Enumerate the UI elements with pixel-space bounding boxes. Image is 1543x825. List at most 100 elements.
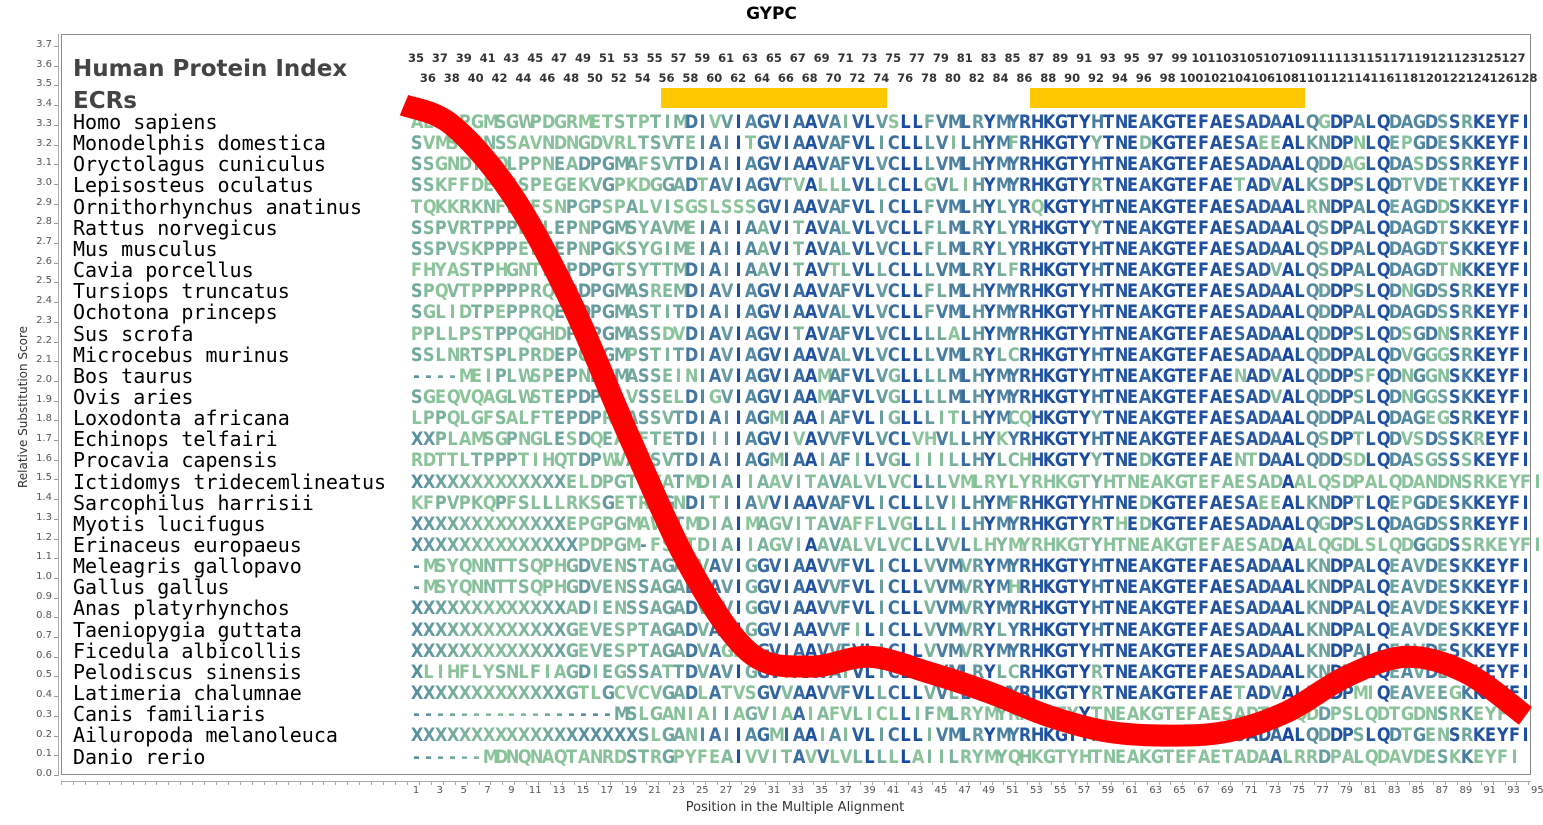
residue: Y xyxy=(1079,217,1091,239)
residue: L xyxy=(864,556,875,577)
residue: E xyxy=(1186,492,1197,514)
residue: K xyxy=(1461,492,1474,514)
residue: N xyxy=(1115,386,1129,408)
residue: S xyxy=(1437,154,1449,175)
residue: V xyxy=(697,661,710,683)
residue: A xyxy=(828,344,841,366)
residue: T xyxy=(673,344,684,366)
residue: I xyxy=(435,661,445,683)
residue: A xyxy=(626,196,639,218)
residue: Q xyxy=(1306,365,1320,387)
residue: A xyxy=(1246,661,1259,683)
residue: Y xyxy=(984,725,996,746)
residue: T xyxy=(781,661,792,683)
residue: A xyxy=(1210,640,1223,662)
residue: L xyxy=(995,217,1006,239)
residue: L xyxy=(518,408,529,429)
residue: V xyxy=(864,471,877,493)
residue: D xyxy=(685,344,698,366)
residue: H xyxy=(1031,323,1045,345)
residue: L xyxy=(948,429,958,450)
residue: H xyxy=(972,365,986,387)
residue: A xyxy=(1353,260,1366,281)
residue: S xyxy=(1449,323,1461,345)
residue: S xyxy=(650,408,662,429)
residue: P xyxy=(566,260,578,281)
species-label: Lepisosteus oculatus xyxy=(73,175,314,196)
residue: A xyxy=(805,133,818,154)
residue: P xyxy=(1341,492,1353,514)
residue: V xyxy=(745,746,758,768)
residue: A xyxy=(650,598,663,619)
residue: I xyxy=(876,725,886,746)
residue: P xyxy=(1341,640,1353,662)
residue: I xyxy=(781,154,791,175)
residue: P xyxy=(506,429,518,450)
residue: S xyxy=(638,408,650,429)
residue: Y xyxy=(984,344,996,366)
residue: T xyxy=(1067,281,1078,302)
residue: S xyxy=(673,196,685,218)
residue: G xyxy=(1055,386,1068,408)
residue: P xyxy=(566,217,578,239)
residue: E xyxy=(1222,661,1233,683)
residue: V xyxy=(936,133,949,154)
residue: D xyxy=(1437,196,1450,218)
residue: P xyxy=(518,302,530,323)
residue: X xyxy=(471,683,483,704)
hpi-number: 45 xyxy=(527,51,543,65)
residue: L xyxy=(960,112,970,133)
residue: I xyxy=(1520,513,1530,535)
residue: F xyxy=(840,281,851,302)
residue: K xyxy=(1151,133,1164,154)
y-tick-mark xyxy=(54,223,58,225)
residue: E xyxy=(1127,556,1138,577)
residue: E xyxy=(1437,598,1448,619)
residue: A xyxy=(1210,196,1223,218)
residue: G xyxy=(423,302,436,323)
residue: L xyxy=(852,471,863,493)
residue: I xyxy=(1508,704,1518,725)
residue: R xyxy=(1019,196,1031,218)
residue: P xyxy=(590,154,602,175)
residue: H xyxy=(924,429,938,450)
residue: L xyxy=(864,598,875,619)
residue: F xyxy=(1007,133,1018,154)
residue: Q xyxy=(447,408,461,429)
residue: P xyxy=(530,175,542,196)
residue: I xyxy=(781,365,791,387)
residue: A xyxy=(828,725,841,746)
residue: M xyxy=(435,133,451,154)
residue: P xyxy=(590,196,602,218)
residue: K xyxy=(1473,112,1486,133)
residue: G xyxy=(661,725,674,746)
residue: F xyxy=(1508,154,1520,175)
residue: D xyxy=(1425,196,1438,218)
residue: A xyxy=(793,196,806,218)
residue: Y xyxy=(685,746,697,768)
residue: G xyxy=(757,577,770,598)
residue: E xyxy=(1270,133,1281,154)
species-label: Ficedula albicollis xyxy=(73,640,302,662)
residue: X xyxy=(423,429,435,450)
residue: M xyxy=(995,323,1011,345)
residue: I xyxy=(697,450,707,471)
residue: D xyxy=(1389,450,1402,471)
residue: X xyxy=(411,471,423,493)
residue: P xyxy=(1353,471,1365,493)
residue: L xyxy=(852,535,863,556)
residue: - xyxy=(411,746,421,768)
x-tick-label: 47 xyxy=(958,785,971,796)
residue: D xyxy=(1425,513,1438,535)
x-tick-mark xyxy=(955,781,957,785)
residue: E xyxy=(602,577,613,598)
x-tick-mark xyxy=(764,781,766,785)
y-axis xyxy=(58,34,59,776)
residue: G xyxy=(578,344,591,366)
residue: T xyxy=(626,112,637,133)
residue: L xyxy=(1377,535,1388,556)
residue: I xyxy=(876,661,886,683)
residue: K xyxy=(1043,154,1056,175)
residue: G xyxy=(566,661,579,683)
residue: L xyxy=(864,344,875,366)
